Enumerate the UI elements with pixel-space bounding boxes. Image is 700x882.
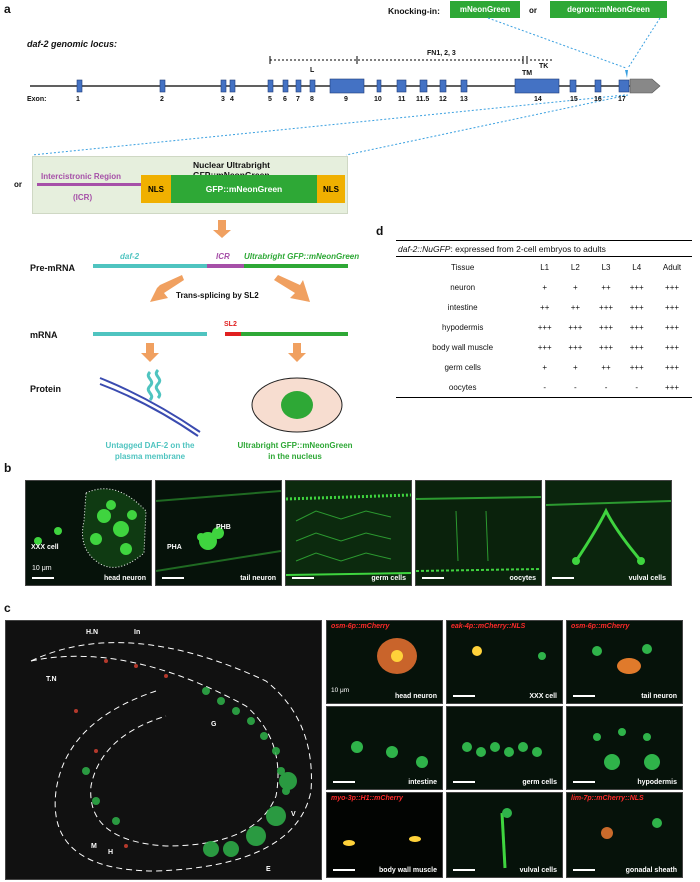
phb-note: PHB — [216, 524, 231, 531]
b-oocytes-image: oocytes — [415, 480, 542, 586]
worm-label-m: M — [91, 843, 97, 850]
icr-abbrev: (ICR) — [73, 193, 93, 202]
knocking-in-label: Knocking-in: — [388, 6, 440, 16]
mrna-label: mRNA — [30, 330, 58, 340]
c-tile-body-wall-muscle: myo-3p::H1::mCherry body wall muscle — [326, 792, 443, 878]
c-tile-germ-cells: germ cells — [446, 706, 563, 790]
b-caption-oocytes: oocytes — [509, 575, 536, 582]
scale-bar — [292, 577, 314, 579]
worm-label-tn: T.N — [46, 676, 57, 683]
b-head-neuron-image: XXX cell 10 μm head neuron — [25, 480, 152, 586]
knock-option-mneongreen: mNeonGreen — [450, 1, 520, 18]
protein-label: Protein — [30, 384, 62, 394]
head-neuron-art — [34, 488, 147, 568]
table-row: hypodermis +++ +++ +++ +++ +++ — [442, 322, 680, 332]
worm-label-g: G — [211, 721, 217, 728]
c-tile-intestine: intestine — [326, 706, 443, 790]
worm-label-v: V — [291, 811, 296, 818]
worm-label-e: E — [266, 866, 271, 873]
b-tail-neuron-image: PHB PHA tail neuron — [155, 480, 282, 586]
panel-c-letter: c — [4, 601, 11, 615]
gfp-box: GFP::mNeonGreen — [171, 175, 317, 203]
or-label-2: or — [14, 180, 22, 189]
worm-label-h: H — [108, 849, 114, 856]
gene-diagram — [30, 17, 661, 156]
knock-option-degron: degron::mNeonGreen — [550, 1, 667, 18]
c-tile-head-neuron: osm-6p::mCherry 10 μm head neuron — [326, 620, 443, 704]
exon-boxes — [76, 78, 630, 94]
whole-worm-art — [30, 642, 312, 872]
domain-l: L — [310, 67, 315, 74]
nls-right: NLS — [317, 175, 345, 203]
locus-title: daf-2 genomic locus: — [27, 39, 118, 49]
b-scale-label: 10 μm — [32, 565, 52, 572]
expression-table-container: daf-2::NuGFP: expressed from 2-cell embr… — [396, 240, 692, 398]
scale-bar — [552, 577, 574, 579]
table-title: daf-2::NuGFP: expressed from 2-cell embr… — [396, 240, 692, 256]
table-header-row: Tissue L1 L2 L3 L4 Adult — [451, 262, 682, 272]
c-tile-tail-neuron: osm-6p::mCherry tail neuron — [566, 620, 683, 704]
c-tile-vulval-cells: vulval cells — [446, 792, 563, 878]
b-caption-head-neuron: head neuron — [103, 575, 146, 582]
panel-d-letter: d — [376, 224, 384, 238]
scale-bar — [32, 577, 54, 579]
untagged-caption: Untagged DAF-2 on the plasma membrane — [105, 441, 195, 461]
seg-icr: ICR — [216, 252, 230, 261]
expression-table: Tissue L1 L2 L3 L4 Adult neuron + + ++ +++ ++… — [396, 256, 692, 398]
exon-label: Exon: — [27, 96, 47, 103]
table-row: intestine ++ ++ +++ +++ +++ — [447, 302, 680, 312]
trans-splicing-label: Trans-splicing by SL2 — [176, 291, 259, 300]
xxx-cell-note: XXX cell — [31, 544, 59, 551]
table-row: body wall muscle +++ +++ +++ +++ +++ — [432, 342, 680, 352]
domain-tm: TM — [522, 70, 533, 77]
domain-fn: FN1, 2, 3 — [427, 50, 456, 57]
c-scale-label: 10 μm — [331, 687, 350, 694]
sl2-label: SL2 — [224, 321, 237, 328]
scale-bar — [162, 577, 184, 579]
c-tile-gonadal-sheath: lim-7p::mCherry::NLS gonadal sheath — [566, 792, 683, 878]
or-label: or — [529, 6, 537, 15]
ultrabright-caption: Ultrabright GFP::mNeonGreen in the nucleu… — [237, 441, 353, 461]
b-vulval-cells-image: vulval cells — [545, 480, 672, 586]
table-row: germ cells + + ++ +++ +++ — [444, 362, 680, 372]
b-caption-tail-neuron: tail neuron — [240, 575, 276, 582]
b-germ-cells-image: germ cells — [285, 480, 412, 586]
table-row: neuron + + ++ +++ +++ — [450, 282, 680, 292]
panel-b-letter: b — [4, 461, 12, 475]
exon-numbers: 1 2 3 4 5 6 7 8 9 10 11 11.5 12 13 14 15… — [76, 96, 626, 103]
domain-brackets — [269, 56, 552, 64]
seg-gfp: Ultrabright GFP::mNeonGreen — [244, 252, 360, 261]
worm-label-in: In — [134, 629, 141, 636]
seg-daf2: daf-2 — [120, 252, 140, 261]
pha-note: PHA — [167, 544, 182, 551]
panel-a-letter: a — [4, 2, 11, 16]
domain-tk: TK — [539, 63, 549, 70]
vulval-cells-art — [546, 481, 671, 585]
construct-box: Nuclear Ultrabright GFP::mNeonGreen Inte… — [32, 156, 348, 214]
b-caption-vulval-cells: vulval cells — [628, 575, 666, 582]
tail-neuron-art — [156, 490, 281, 572]
premrna-label: Pre-mRNA — [30, 263, 76, 273]
nls-left: NLS — [141, 175, 171, 203]
worm-label-hn: H.N — [86, 629, 99, 636]
mrna-flow-diagram — [93, 220, 348, 437]
b-caption-germ-cells: germ cells — [371, 575, 406, 582]
icr-label: Intercistronic Region — [41, 172, 122, 181]
scale-bar — [422, 577, 444, 579]
oocytes-art — [416, 481, 541, 585]
germ-cells-art — [286, 481, 411, 585]
c-tile-hypodermis: hypodermis — [566, 706, 683, 790]
table-row: oocytes - - - - +++ — [448, 382, 680, 392]
c-tile-xxx-cell: eak-4p::mCherry::NLS XXX cell — [446, 620, 563, 704]
c-whole-worm-image: H.N In T.N G V M H E — [5, 620, 322, 880]
icr-bar — [37, 183, 141, 186]
